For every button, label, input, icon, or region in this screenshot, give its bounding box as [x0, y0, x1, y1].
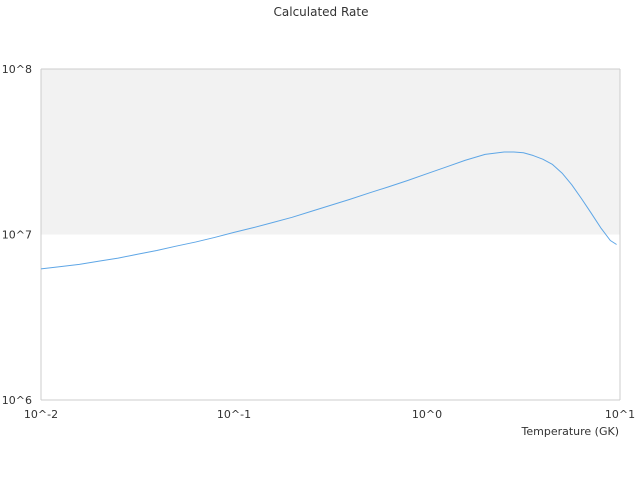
x-axis-title: Temperature (GK) [521, 425, 620, 438]
plot-band [41, 69, 620, 235]
y-tick-label: 10^7 [2, 229, 32, 242]
series-layer [40, 151, 617, 270]
x-tick-label: 10^0 [412, 408, 442, 421]
y-axis-ticks: 10^6 10^7 10^8 [2, 63, 32, 407]
x-tick-label: 10^-2 [24, 408, 58, 421]
y-tick-label: 10^8 [2, 63, 32, 76]
x-tick-label: 10^1 [605, 408, 635, 421]
x-axis-ticks: 10^-2 10^-1 10^0 10^1 [24, 408, 635, 421]
y-tick-label: 10^6 [2, 394, 32, 407]
series-line [40, 151, 617, 270]
chart-title: Calculated Rate [274, 5, 369, 19]
x-tick-label: 10^-1 [217, 408, 251, 421]
